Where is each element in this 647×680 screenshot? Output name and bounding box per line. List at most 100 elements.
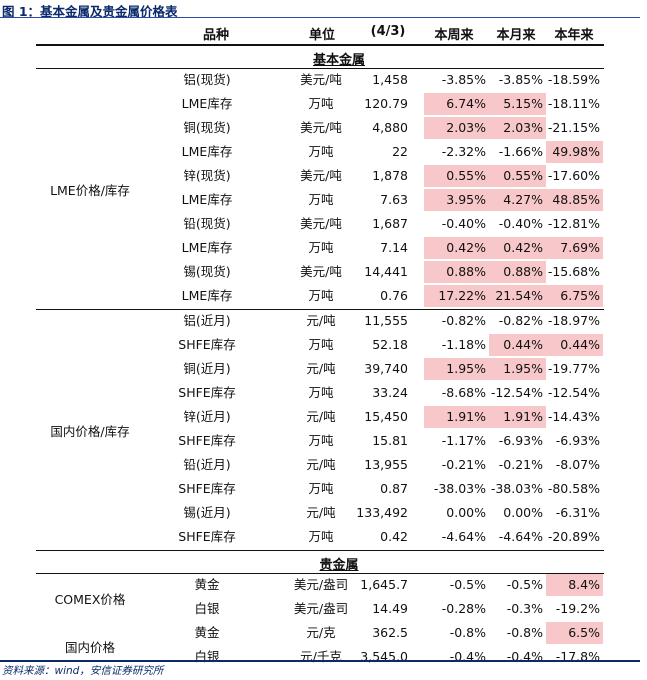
cell-unit: 美元/吨 bbox=[300, 168, 342, 183]
cell-name: 铜(近月) bbox=[183, 361, 231, 376]
cell-month-change: -6.93% bbox=[498, 433, 543, 448]
precious-block: COMEX价格 国内价格 黄金 美元/盎司 1,645.7 -0.5% -0.5% 8.4… bbox=[36, 574, 604, 670]
table-row: SHFE库存 万吨 15.81 -1.17% -6.93% -6.93% bbox=[36, 430, 604, 454]
cell-year-change: -12.54% bbox=[547, 385, 600, 400]
cell-year-change: -19.2% bbox=[555, 601, 600, 616]
title-rule bbox=[0, 17, 640, 18]
cell-price: 1,645.7 bbox=[360, 577, 408, 592]
cell-name: 铅(现货) bbox=[183, 216, 231, 231]
table-row: 白银 美元/盎司 14.49 -0.28% -0.3% -19.2% bbox=[36, 598, 604, 622]
cell-price: 0.87 bbox=[380, 481, 408, 496]
cell-name: SHFE库存 bbox=[178, 481, 236, 496]
cell-name: 锌(现货) bbox=[183, 168, 231, 183]
table-row: 铜(现货) 美元/吨 4,880 2.03% 2.03% -21.15% bbox=[36, 117, 604, 141]
metals-price-table: 品种 单位 (4/3) 本周来 本月来 本年来 基本金属 LME价格/库存 铝(… bbox=[36, 20, 604, 670]
cell-year-change: 0.44% bbox=[546, 334, 603, 356]
cell-year-change: -18.11% bbox=[547, 96, 600, 111]
cell-unit: 美元/盎司 bbox=[293, 601, 349, 616]
cell-unit: 万吨 bbox=[308, 288, 334, 303]
cell-unit: 元/吨 bbox=[306, 409, 336, 424]
table-row: 黄金 美元/盎司 1,645.7 -0.5% -0.5% 8.4% bbox=[36, 574, 604, 598]
figure-title: 图 1：基本金属及贵金属价格表 bbox=[2, 4, 178, 19]
bottom-rule bbox=[0, 660, 640, 662]
table-row: LME库存 万吨 120.79 6.74% 5.15% -18.11% bbox=[36, 93, 604, 117]
section-base-metals: 基本金属 bbox=[36, 46, 604, 68]
cell-name: 铝(近月) bbox=[183, 313, 231, 328]
table-row: 铅(近月) 元/吨 13,955 -0.21% -0.21% -8.07% bbox=[36, 454, 604, 478]
block-rule bbox=[36, 309, 604, 310]
cell-price: 33.24 bbox=[372, 385, 408, 400]
cell-month-change: -1.66% bbox=[498, 144, 543, 159]
cell-week-change: -4.64% bbox=[441, 529, 486, 544]
cell-name: LME库存 bbox=[181, 288, 233, 303]
group-label-lme: LME价格/库存 bbox=[50, 182, 130, 198]
cell-week-change: -0.4% bbox=[449, 649, 486, 664]
cell-name: 锌(近月) bbox=[183, 409, 231, 424]
cell-unit: 万吨 bbox=[308, 337, 334, 352]
header-date: (4/3) bbox=[370, 24, 406, 39]
cell-price: 1,878 bbox=[372, 168, 408, 183]
cell-name: SHFE库存 bbox=[178, 385, 236, 400]
cell-year-change: -21.15% bbox=[547, 120, 600, 135]
cell-year-change: 8.4% bbox=[546, 574, 603, 596]
table-row: 铝(现货) 美元/吨 1,458 -3.85% -3.85% -18.59% bbox=[36, 69, 604, 93]
group-label-comex: COMEX价格 bbox=[54, 591, 126, 607]
cell-week-change: 0.55% bbox=[424, 165, 489, 187]
cell-price: 39,740 bbox=[364, 361, 408, 376]
table-row: 黄金 元/克 362.5 -0.8% -0.8% 6.5% bbox=[36, 622, 604, 646]
cell-week-change: 0.00% bbox=[446, 505, 486, 520]
cell-year-change: -19.77% bbox=[547, 361, 600, 376]
cell-name: LME库存 bbox=[181, 240, 233, 255]
cell-unit: 元/克 bbox=[306, 625, 336, 640]
table-row: SHFE库存 万吨 0.87 -38.03% -38.03% -80.58% bbox=[36, 478, 604, 502]
cell-month-change: 0.00% bbox=[503, 505, 543, 520]
cell-name: LME库存 bbox=[181, 96, 233, 111]
cell-month-change: 5.15% bbox=[489, 93, 546, 115]
table-row: 铜(近月) 元/吨 39,740 1.95% 1.95% -19.77% bbox=[36, 358, 604, 382]
cell-week-change: -3.85% bbox=[441, 72, 486, 87]
cell-price: 4,880 bbox=[372, 120, 408, 135]
cell-name: SHFE库存 bbox=[178, 529, 236, 544]
cell-price: 7.14 bbox=[380, 240, 408, 255]
cell-month-change: -3.85% bbox=[498, 72, 543, 87]
cell-week-change: 2.03% bbox=[424, 117, 489, 139]
cell-price: 11,555 bbox=[364, 313, 408, 328]
cell-price: 120.79 bbox=[364, 96, 408, 111]
cell-week-change: -2.32% bbox=[441, 144, 486, 159]
cell-unit: 万吨 bbox=[308, 481, 334, 496]
cell-unit: 元/吨 bbox=[306, 505, 336, 520]
cell-name: 铝(现货) bbox=[183, 72, 231, 87]
table-row: SHFE库存 万吨 0.42 -4.64% -4.64% -20.89% bbox=[36, 526, 604, 550]
cell-week-change: 17.22% bbox=[424, 285, 489, 307]
cell-unit: 元/吨 bbox=[306, 457, 336, 472]
cell-month-change: 1.91% bbox=[489, 406, 546, 428]
cell-month-change: 4.27% bbox=[489, 189, 546, 211]
header-name: 品种 bbox=[202, 28, 229, 43]
table-row: LME库存 万吨 0.76 17.22% 21.54% 6.75% bbox=[36, 285, 604, 309]
section-precious-label: 贵金属 bbox=[319, 558, 359, 573]
cell-week-change: 3.95% bbox=[424, 189, 489, 211]
header-year: 本年来 bbox=[554, 28, 594, 43]
cell-year-change: 49.98% bbox=[546, 141, 603, 163]
cell-week-change: 1.95% bbox=[424, 358, 489, 380]
cell-week-change: -0.5% bbox=[449, 577, 486, 592]
cell-year-change: -6.93% bbox=[555, 433, 600, 448]
cell-price: 0.42 bbox=[380, 529, 408, 544]
cell-unit: 万吨 bbox=[308, 240, 334, 255]
table-row: SHFE库存 万吨 33.24 -8.68% -12.54% -12.54% bbox=[36, 382, 604, 406]
cell-unit: 万吨 bbox=[308, 385, 334, 400]
cell-name: 黄金 bbox=[194, 577, 220, 592]
table-row: LME库存 万吨 7.14 0.42% 0.42% 7.69% bbox=[36, 237, 604, 261]
cell-year-change: -12.81% bbox=[547, 216, 600, 231]
cell-price: 1,458 bbox=[372, 72, 408, 87]
cell-month-change: -38.03% bbox=[490, 481, 543, 496]
cell-month-change: -0.82% bbox=[498, 313, 543, 328]
table-header: 品种 单位 (4/3) 本周来 本月来 本年来 bbox=[36, 20, 604, 44]
cell-month-change: -0.21% bbox=[498, 457, 543, 472]
cell-unit: 万吨 bbox=[308, 433, 334, 448]
cell-unit: 美元/吨 bbox=[300, 120, 342, 135]
cell-week-change: -0.21% bbox=[441, 457, 486, 472]
cell-name: 铜(现货) bbox=[183, 120, 231, 135]
cell-unit: 万吨 bbox=[308, 529, 334, 544]
cell-month-change: 21.54% bbox=[489, 285, 546, 307]
